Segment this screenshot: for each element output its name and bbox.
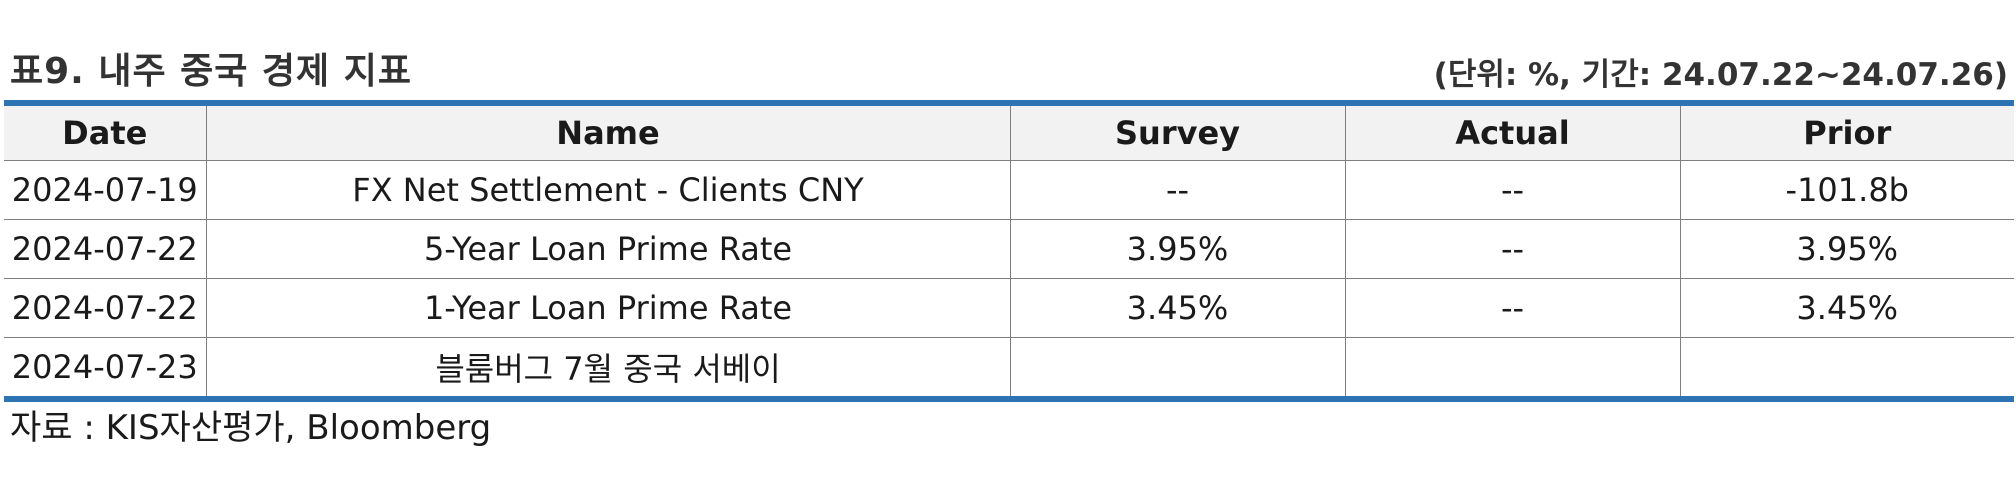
- table-row: 2024-07-19 FX Net Settlement - Clients C…: [4, 160, 2014, 220]
- cell-name: FX Net Settlement - Clients CNY: [205, 160, 1011, 220]
- cell-date: 2024-07-22: [4, 219, 207, 279]
- cell-date: 2024-07-23: [4, 337, 207, 396]
- cell-actual: --: [1344, 160, 1681, 220]
- table-row: 2024-07-22 5-Year Loan Prime Rate 3.95% …: [4, 219, 2014, 279]
- indicator-table-wrapper: Date Name Survey Actual Prior 2024-07-19…: [4, 100, 2014, 402]
- cell-actual: --: [1344, 219, 1681, 279]
- cell-prior: 3.95%: [1679, 219, 2014, 279]
- cell-actual: [1344, 337, 1681, 396]
- cell-prior: -101.8b: [1679, 160, 2014, 220]
- cell-date: 2024-07-22: [4, 278, 207, 338]
- column-header-survey: Survey: [1009, 106, 1346, 161]
- column-header-name: Name: [205, 106, 1011, 161]
- column-header-prior: Prior: [1679, 106, 2014, 161]
- header-row: Date Name Survey Actual Prior: [4, 106, 2014, 161]
- cell-name: 1-Year Loan Prime Rate: [205, 278, 1011, 338]
- column-header-date: Date: [4, 106, 207, 161]
- column-header-actual: Actual: [1344, 106, 1681, 161]
- table-row: 2024-07-23 블룸버그 7월 중국 서베이: [4, 337, 2014, 396]
- indicator-table: Date Name Survey Actual Prior 2024-07-19…: [4, 106, 2014, 396]
- cell-survey: 3.45%: [1009, 278, 1346, 338]
- table-row: 2024-07-22 1-Year Loan Prime Rate 3.45% …: [4, 278, 2014, 338]
- cell-prior: [1679, 337, 2014, 396]
- cell-survey: 3.95%: [1009, 219, 1346, 279]
- cell-actual: --: [1344, 278, 1681, 338]
- cell-name: 블룸버그 7월 중국 서베이: [205, 337, 1011, 396]
- unit-note: (단위: %, 기간: 24.07.22~24.07.26): [1433, 57, 2008, 93]
- source-note: 자료 : KIS자산평가, Bloomberg: [10, 408, 492, 448]
- cell-name: 5-Year Loan Prime Rate: [205, 219, 1011, 279]
- table-header: 표9. 내주 중국 경제 지표 (단위: %, 기간: 24.07.22~24.…: [10, 44, 2008, 94]
- table-title: 표9. 내주 중국 경제 지표: [10, 51, 412, 92]
- cell-prior: 3.45%: [1679, 278, 2014, 338]
- cell-survey: [1009, 337, 1346, 396]
- cell-survey: --: [1009, 160, 1346, 220]
- cell-date: 2024-07-19: [4, 160, 207, 220]
